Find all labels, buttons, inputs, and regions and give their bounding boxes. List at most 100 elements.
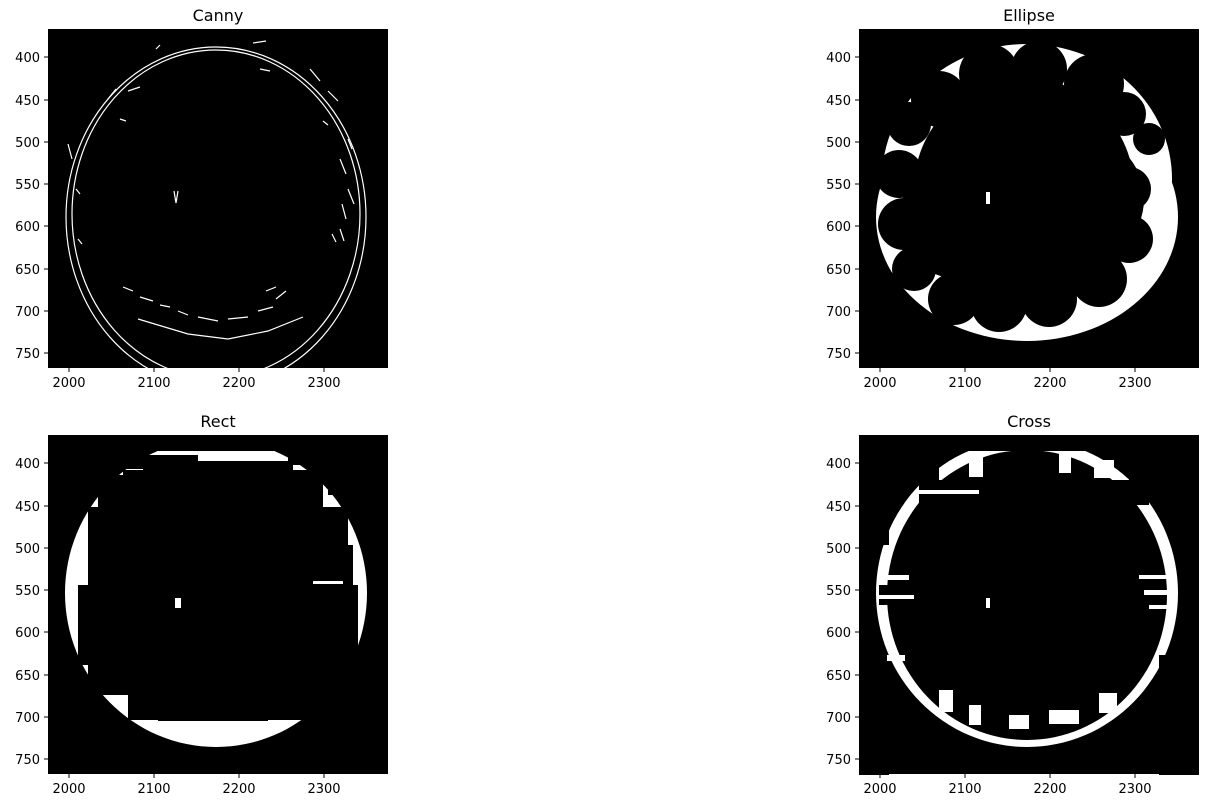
speck: [986, 598, 990, 608]
x-tick: 2100: [137, 774, 171, 797]
y-tick: 450: [826, 500, 859, 515]
white-streaks: [879, 453, 1177, 729]
x-tick-label: 2000: [863, 376, 896, 391]
y-tick: 450: [826, 94, 859, 109]
x-tick: 2100: [948, 774, 982, 797]
x-tick: 2300: [1118, 774, 1152, 797]
y-tick: 700: [15, 711, 48, 726]
panel-cross: Cross: [826, 412, 1199, 797]
y-tick-label: 650: [826, 669, 851, 684]
y-tick: 650: [15, 669, 48, 684]
y-tick: 550: [826, 584, 859, 599]
y-tick: 650: [826, 263, 859, 278]
y-tick-label: 500: [15, 136, 40, 151]
y-tick: 650: [15, 263, 48, 278]
x-tick-label: 2300: [307, 782, 340, 797]
x-tick: 2200: [1033, 368, 1067, 391]
x-tick-label: 2300: [1118, 376, 1151, 391]
disc-interior: [887, 450, 1167, 740]
y-tick-label: 700: [15, 711, 40, 726]
y-tick-label: 550: [15, 178, 40, 193]
x-tick: 2300: [307, 368, 341, 391]
y-tick: 550: [15, 584, 48, 599]
y-tick: 400: [826, 457, 859, 472]
x-tick-label: 2300: [307, 376, 340, 391]
panel-canny: Canny 2000 2100 2200 2300 400 450 500 55…: [15, 6, 388, 391]
y-tick: 750: [826, 753, 859, 768]
y-tick: 500: [15, 136, 48, 151]
y-tick-label: 400: [15, 51, 40, 66]
y-tick: 500: [826, 542, 859, 557]
x-tick-label: 2000: [863, 782, 896, 797]
x-tick-label: 2100: [137, 782, 170, 797]
x-tick: 2100: [948, 368, 982, 391]
y-tick-label: 550: [826, 178, 851, 193]
panel-title: Canny: [193, 6, 244, 25]
y-tick-label: 550: [826, 584, 851, 599]
y-tick-label: 600: [826, 626, 851, 641]
y-tick-label: 500: [15, 542, 40, 557]
x-tick-label: 2000: [52, 782, 85, 797]
dark-blobs: [875, 41, 1165, 332]
streak: [313, 581, 343, 584]
dark-blocks: [48, 435, 388, 721]
y-tick: 700: [826, 305, 859, 320]
y-tick-label: 500: [826, 542, 851, 557]
y-tick: 400: [826, 51, 859, 66]
y-tick: 500: [15, 542, 48, 557]
y-tick: 700: [826, 711, 859, 726]
x-tick-label: 2100: [137, 376, 170, 391]
x-tick-label: 2200: [1033, 376, 1066, 391]
x-tick-label: 2300: [1118, 782, 1151, 797]
y-axis: 400 450 500 550 600 650 700 750: [15, 457, 48, 768]
y-tick-label: 450: [826, 94, 851, 109]
y-tick: 450: [15, 500, 48, 515]
edge-lines: [65, 40, 367, 388]
x-tick-label: 2100: [948, 376, 981, 391]
y-tick: 750: [15, 347, 48, 362]
x-axis: 2000 2100 2200 2300: [863, 774, 1152, 797]
y-tick-label: 450: [826, 500, 851, 515]
x-tick-label: 2200: [222, 376, 255, 391]
x-tick: 2000: [863, 368, 897, 391]
y-tick: 600: [15, 626, 48, 641]
y-tick-label: 400: [826, 457, 851, 472]
panel-title: Ellipse: [1003, 6, 1055, 25]
y-tick-label: 650: [826, 263, 851, 278]
y-tick-label: 550: [15, 584, 40, 599]
y-tick-label: 650: [15, 263, 40, 278]
x-tick-label: 2100: [948, 782, 981, 797]
y-tick-label: 400: [826, 51, 851, 66]
y-tick-label: 750: [15, 753, 40, 768]
x-tick: 2300: [307, 774, 341, 797]
x-tick-label: 2000: [52, 376, 85, 391]
y-tick-label: 700: [15, 305, 40, 320]
speck: [986, 192, 990, 204]
y-tick-label: 600: [826, 220, 851, 235]
y-tick: 500: [826, 136, 859, 151]
y-tick-label: 400: [15, 457, 40, 472]
y-tick: 600: [826, 626, 859, 641]
y-tick-label: 600: [15, 220, 40, 235]
x-tick: 2000: [863, 774, 897, 797]
y-tick-label: 750: [826, 347, 851, 362]
x-axis: 2000 2100 2200 2300: [52, 774, 341, 797]
y-tick-label: 500: [826, 136, 851, 151]
y-tick: 550: [826, 178, 859, 193]
x-tick: 2000: [52, 368, 86, 391]
x-tick: 2100: [137, 368, 171, 391]
x-tick: 2000: [52, 774, 86, 797]
x-axis: 2000 2100 2200 2300: [863, 368, 1152, 391]
y-tick: 450: [15, 94, 48, 109]
panel-title: Cross: [1007, 412, 1051, 431]
y-tick-label: 650: [15, 669, 40, 684]
y-axis: 400 450 500 550 600 650 700 750: [826, 457, 859, 768]
panel-title: Rect: [200, 412, 235, 431]
y-axis: 400 450 500 550 600 650 700 750: [826, 51, 859, 362]
y-axis: 400 450 500 550 600 650 700 750: [15, 51, 48, 362]
y-tick: 400: [15, 457, 48, 472]
y-tick: 650: [826, 669, 859, 684]
y-tick: 750: [15, 753, 48, 768]
x-tick-label: 2200: [222, 782, 255, 797]
y-tick-label: 700: [826, 711, 851, 726]
